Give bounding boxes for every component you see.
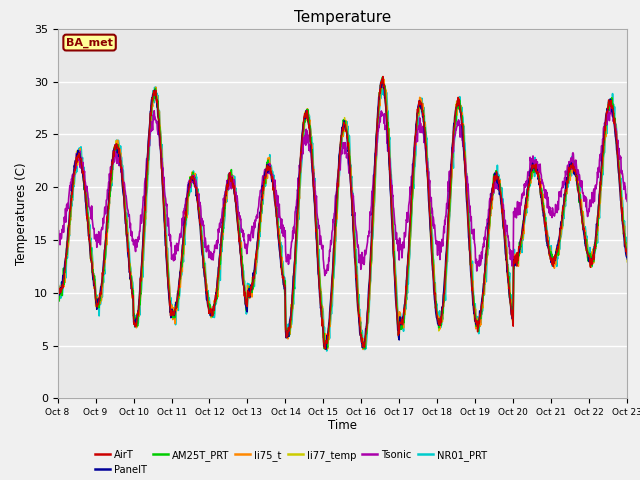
AirT: [244, 291, 252, 297]
Tsonic: [54, 224, 61, 230]
li75_t: [623, 248, 631, 253]
PanelT: [244, 288, 252, 293]
li77_temp: [623, 259, 631, 265]
AirT: [506, 296, 514, 302]
Text: BA_met: BA_met: [66, 37, 113, 48]
Line: NR01_PRT: NR01_PRT: [58, 80, 627, 351]
li77_temp: [244, 291, 252, 297]
NR01_PRT: [244, 288, 252, 294]
Y-axis label: Temperatures (C): Temperatures (C): [15, 162, 28, 265]
Tsonic: [607, 102, 615, 108]
AirT: [180, 227, 188, 233]
AM25T_PRT: [506, 290, 514, 296]
Tsonic: [180, 205, 188, 211]
PanelT: [506, 297, 514, 303]
X-axis label: Time: Time: [328, 419, 357, 432]
NR01_PRT: [180, 236, 188, 241]
li75_t: [379, 75, 387, 81]
li75_t: [432, 291, 440, 297]
Line: AirT: AirT: [58, 76, 627, 348]
Tsonic: [506, 251, 513, 256]
li77_temp: [54, 287, 61, 293]
PanelT: [166, 309, 174, 314]
Tsonic: [321, 273, 328, 278]
li77_temp: [166, 310, 174, 316]
NR01_PRT: [432, 291, 440, 297]
Line: Tsonic: Tsonic: [58, 105, 627, 276]
PanelT: [322, 347, 330, 352]
AM25T_PRT: [54, 292, 61, 298]
Tsonic: [166, 232, 174, 238]
li75_t: [166, 300, 174, 306]
NR01_PRT: [166, 298, 174, 304]
li75_t: [54, 284, 61, 289]
PanelT: [623, 256, 631, 262]
AM25T_PRT: [244, 293, 252, 299]
NR01_PRT: [323, 348, 331, 354]
li77_temp: [180, 221, 188, 227]
Line: li75_t: li75_t: [58, 78, 627, 349]
PanelT: [556, 228, 564, 233]
Line: AM25T_PRT: AM25T_PRT: [58, 77, 627, 349]
AM25T_PRT: [379, 74, 387, 80]
AM25T_PRT: [323, 346, 330, 352]
AM25T_PRT: [432, 300, 440, 305]
li77_temp: [379, 79, 387, 84]
AirT: [623, 252, 631, 258]
PanelT: [180, 219, 188, 225]
AirT: [556, 226, 564, 231]
Tsonic: [244, 240, 252, 246]
li75_t: [506, 292, 514, 298]
Title: Temperature: Temperature: [294, 10, 391, 25]
NR01_PRT: [54, 281, 61, 287]
PanelT: [378, 78, 386, 84]
NR01_PRT: [378, 77, 385, 83]
Legend: AirT, PanelT, AM25T_PRT, li75_t, li77_temp, Tsonic, NR01_PRT: AirT, PanelT, AM25T_PRT, li75_t, li77_te…: [91, 446, 491, 479]
AM25T_PRT: [556, 231, 564, 237]
AirT: [432, 300, 440, 305]
AirT: [54, 285, 61, 291]
PanelT: [54, 287, 61, 292]
AirT: [166, 312, 174, 318]
li77_temp: [556, 231, 564, 237]
AM25T_PRT: [180, 231, 188, 237]
AM25T_PRT: [623, 254, 631, 260]
PanelT: [432, 309, 440, 315]
AirT: [321, 346, 329, 351]
Tsonic: [623, 198, 631, 204]
Tsonic: [431, 232, 439, 238]
AirT: [379, 73, 387, 79]
Line: li77_temp: li77_temp: [58, 82, 627, 349]
NR01_PRT: [623, 251, 631, 257]
li75_t: [556, 236, 564, 242]
Line: PanelT: PanelT: [58, 81, 627, 349]
NR01_PRT: [506, 291, 514, 297]
li77_temp: [321, 346, 329, 352]
li75_t: [180, 233, 188, 239]
Tsonic: [556, 190, 564, 195]
li77_temp: [432, 303, 440, 309]
NR01_PRT: [556, 237, 564, 243]
li75_t: [244, 286, 252, 292]
li75_t: [359, 347, 367, 352]
li77_temp: [506, 300, 514, 305]
AM25T_PRT: [166, 310, 174, 315]
